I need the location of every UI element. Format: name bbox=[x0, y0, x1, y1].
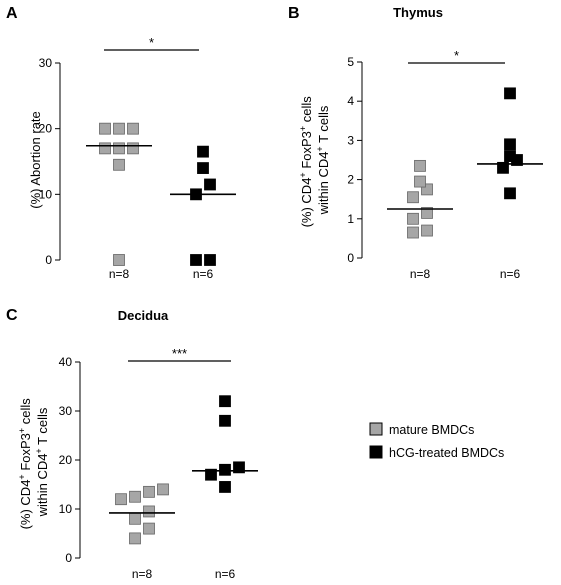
panel-b-point-hcg bbox=[497, 161, 509, 174]
panel-c-y-tick-label: 0 bbox=[65, 551, 72, 565]
panel-b-y-tick-label: 0 bbox=[347, 251, 354, 265]
panel-b-point-mature bbox=[414, 159, 426, 172]
panel-c-point-hcg bbox=[205, 468, 217, 481]
panel-c-point-mature bbox=[143, 505, 155, 518]
panel-c-point-mature bbox=[115, 493, 127, 506]
panel-c-point-hcg bbox=[219, 414, 231, 427]
panel-c-point-mature bbox=[157, 483, 169, 496]
panel-a-point-mature bbox=[113, 254, 125, 266]
panel-a-y-tick-label: 20 bbox=[39, 122, 53, 136]
panel-c-y-tick-label: 20 bbox=[59, 453, 73, 467]
panel-c-point-hcg bbox=[219, 481, 231, 493]
panel-c-y-tick-label: 40 bbox=[59, 355, 73, 369]
panel-c-point-mature bbox=[143, 522, 155, 535]
panel-c-significance-label: *** bbox=[172, 346, 187, 361]
panel-b-point-mature bbox=[421, 183, 433, 196]
panel-a-significance-label: * bbox=[149, 35, 154, 50]
panel-a: A (%) Abortion rate 0 10 20 30 n=8 n=6 * bbox=[6, 5, 236, 281]
panel-b: B Thymus (%) CD4+ FoxP3+ cells within CD… bbox=[288, 5, 543, 281]
panel-b-point-hcg bbox=[504, 150, 516, 162]
panel-c-title: Decidua bbox=[118, 308, 169, 323]
panel-b-point-mature bbox=[414, 175, 426, 188]
panel-a-y-tick-label: 10 bbox=[39, 187, 53, 201]
panel-a-point-mature bbox=[127, 122, 139, 135]
panel-a-letter: A bbox=[6, 5, 18, 22]
panel-c-point-mature bbox=[129, 532, 141, 545]
panel-b-y-tick-label: 4 bbox=[347, 94, 354, 108]
panel-a-point-hcg bbox=[204, 178, 216, 191]
panel-a-plot: 0 10 20 30 n=8 n=6 * bbox=[39, 35, 236, 281]
panel-b-point-mature bbox=[407, 226, 419, 239]
panel-c-letter: C bbox=[6, 307, 18, 324]
panel-c-category-label: n=6 bbox=[215, 567, 236, 581]
panel-b-title: Thymus bbox=[393, 5, 443, 20]
panel-c-category-label: n=8 bbox=[132, 567, 153, 581]
panel-b-y-tick-label: 2 bbox=[347, 173, 354, 187]
panel-b-point-hcg bbox=[504, 138, 516, 151]
panel-c-y-tick-label: 30 bbox=[59, 404, 73, 418]
panel-c-ylabel: (%) CD4+ FoxP3+ cells within CD4+ T cell… bbox=[17, 395, 50, 530]
panel-a-point-mature bbox=[113, 158, 125, 171]
legend-label-mature: mature BMDCs bbox=[389, 423, 474, 437]
panel-b-point-mature bbox=[407, 191, 419, 204]
panel-a-point-mature bbox=[113, 122, 125, 135]
panel-b-letter: B bbox=[288, 5, 300, 22]
legend: mature BMDCs hCG-treated BMDCs bbox=[369, 422, 504, 460]
panel-a-y-tick-label: 30 bbox=[39, 56, 53, 70]
panel-b-point-hcg bbox=[504, 187, 516, 200]
panel-a-point-mature bbox=[99, 122, 111, 135]
legend-label-hcg: hCG-treated BMDCs bbox=[389, 446, 504, 460]
panel-c: C Decidua (%) CD4+ FoxP3+ cells within C… bbox=[6, 307, 258, 581]
panel-a-point-mature bbox=[113, 142, 125, 155]
panel-c-point-hcg bbox=[233, 461, 245, 474]
legend-swatch-hcg bbox=[369, 445, 383, 459]
panel-b-y-tick-label: 5 bbox=[347, 55, 354, 69]
panel-b-y-tick-label: 3 bbox=[347, 133, 354, 147]
panel-b-plot: 0 1 2 3 4 5 n=8 n=6 * bbox=[347, 48, 543, 281]
panel-c-point-hcg bbox=[219, 463, 231, 476]
panel-c-point-mature bbox=[143, 485, 155, 498]
panel-a-point-hcg bbox=[190, 254, 202, 266]
panel-c-point-mature bbox=[129, 512, 141, 525]
panel-b-y-tick-label: 1 bbox=[347, 212, 354, 226]
panel-a-ylabel: (%) Abortion rate bbox=[28, 111, 43, 209]
legend-swatch-mature bbox=[369, 422, 383, 436]
panel-b-point-hcg bbox=[504, 87, 516, 100]
panel-c-plot: 0 10 20 30 40 n=8 n=6 *** bbox=[59, 346, 258, 581]
panel-a-category-label: n=8 bbox=[109, 267, 130, 281]
panel-a-category-label: n=6 bbox=[193, 267, 214, 281]
panel-b-category-label: n=6 bbox=[500, 267, 521, 281]
panel-b-ylabel: (%) CD4+ FoxP3+ cells within CD4+ T cell… bbox=[298, 93, 331, 228]
panel-a-point-hcg bbox=[197, 162, 209, 174]
panel-a-point-mature bbox=[127, 142, 139, 155]
panel-a-point-mature bbox=[99, 142, 111, 155]
panel-b-significance-label: * bbox=[454, 48, 459, 63]
panel-a-y-tick-label: 0 bbox=[45, 253, 52, 267]
panel-c-point-hcg bbox=[219, 395, 231, 408]
panel-c-point-mature bbox=[129, 490, 141, 503]
panel-a-point-hcg bbox=[197, 145, 209, 158]
panel-a-point-hcg bbox=[204, 254, 216, 266]
panel-c-y-tick-label: 10 bbox=[59, 502, 73, 516]
panel-b-point-mature bbox=[421, 224, 433, 237]
panel-b-category-label: n=8 bbox=[410, 267, 431, 281]
panel-b-point-mature bbox=[421, 207, 433, 219]
panel-b-point-mature bbox=[407, 212, 419, 225]
